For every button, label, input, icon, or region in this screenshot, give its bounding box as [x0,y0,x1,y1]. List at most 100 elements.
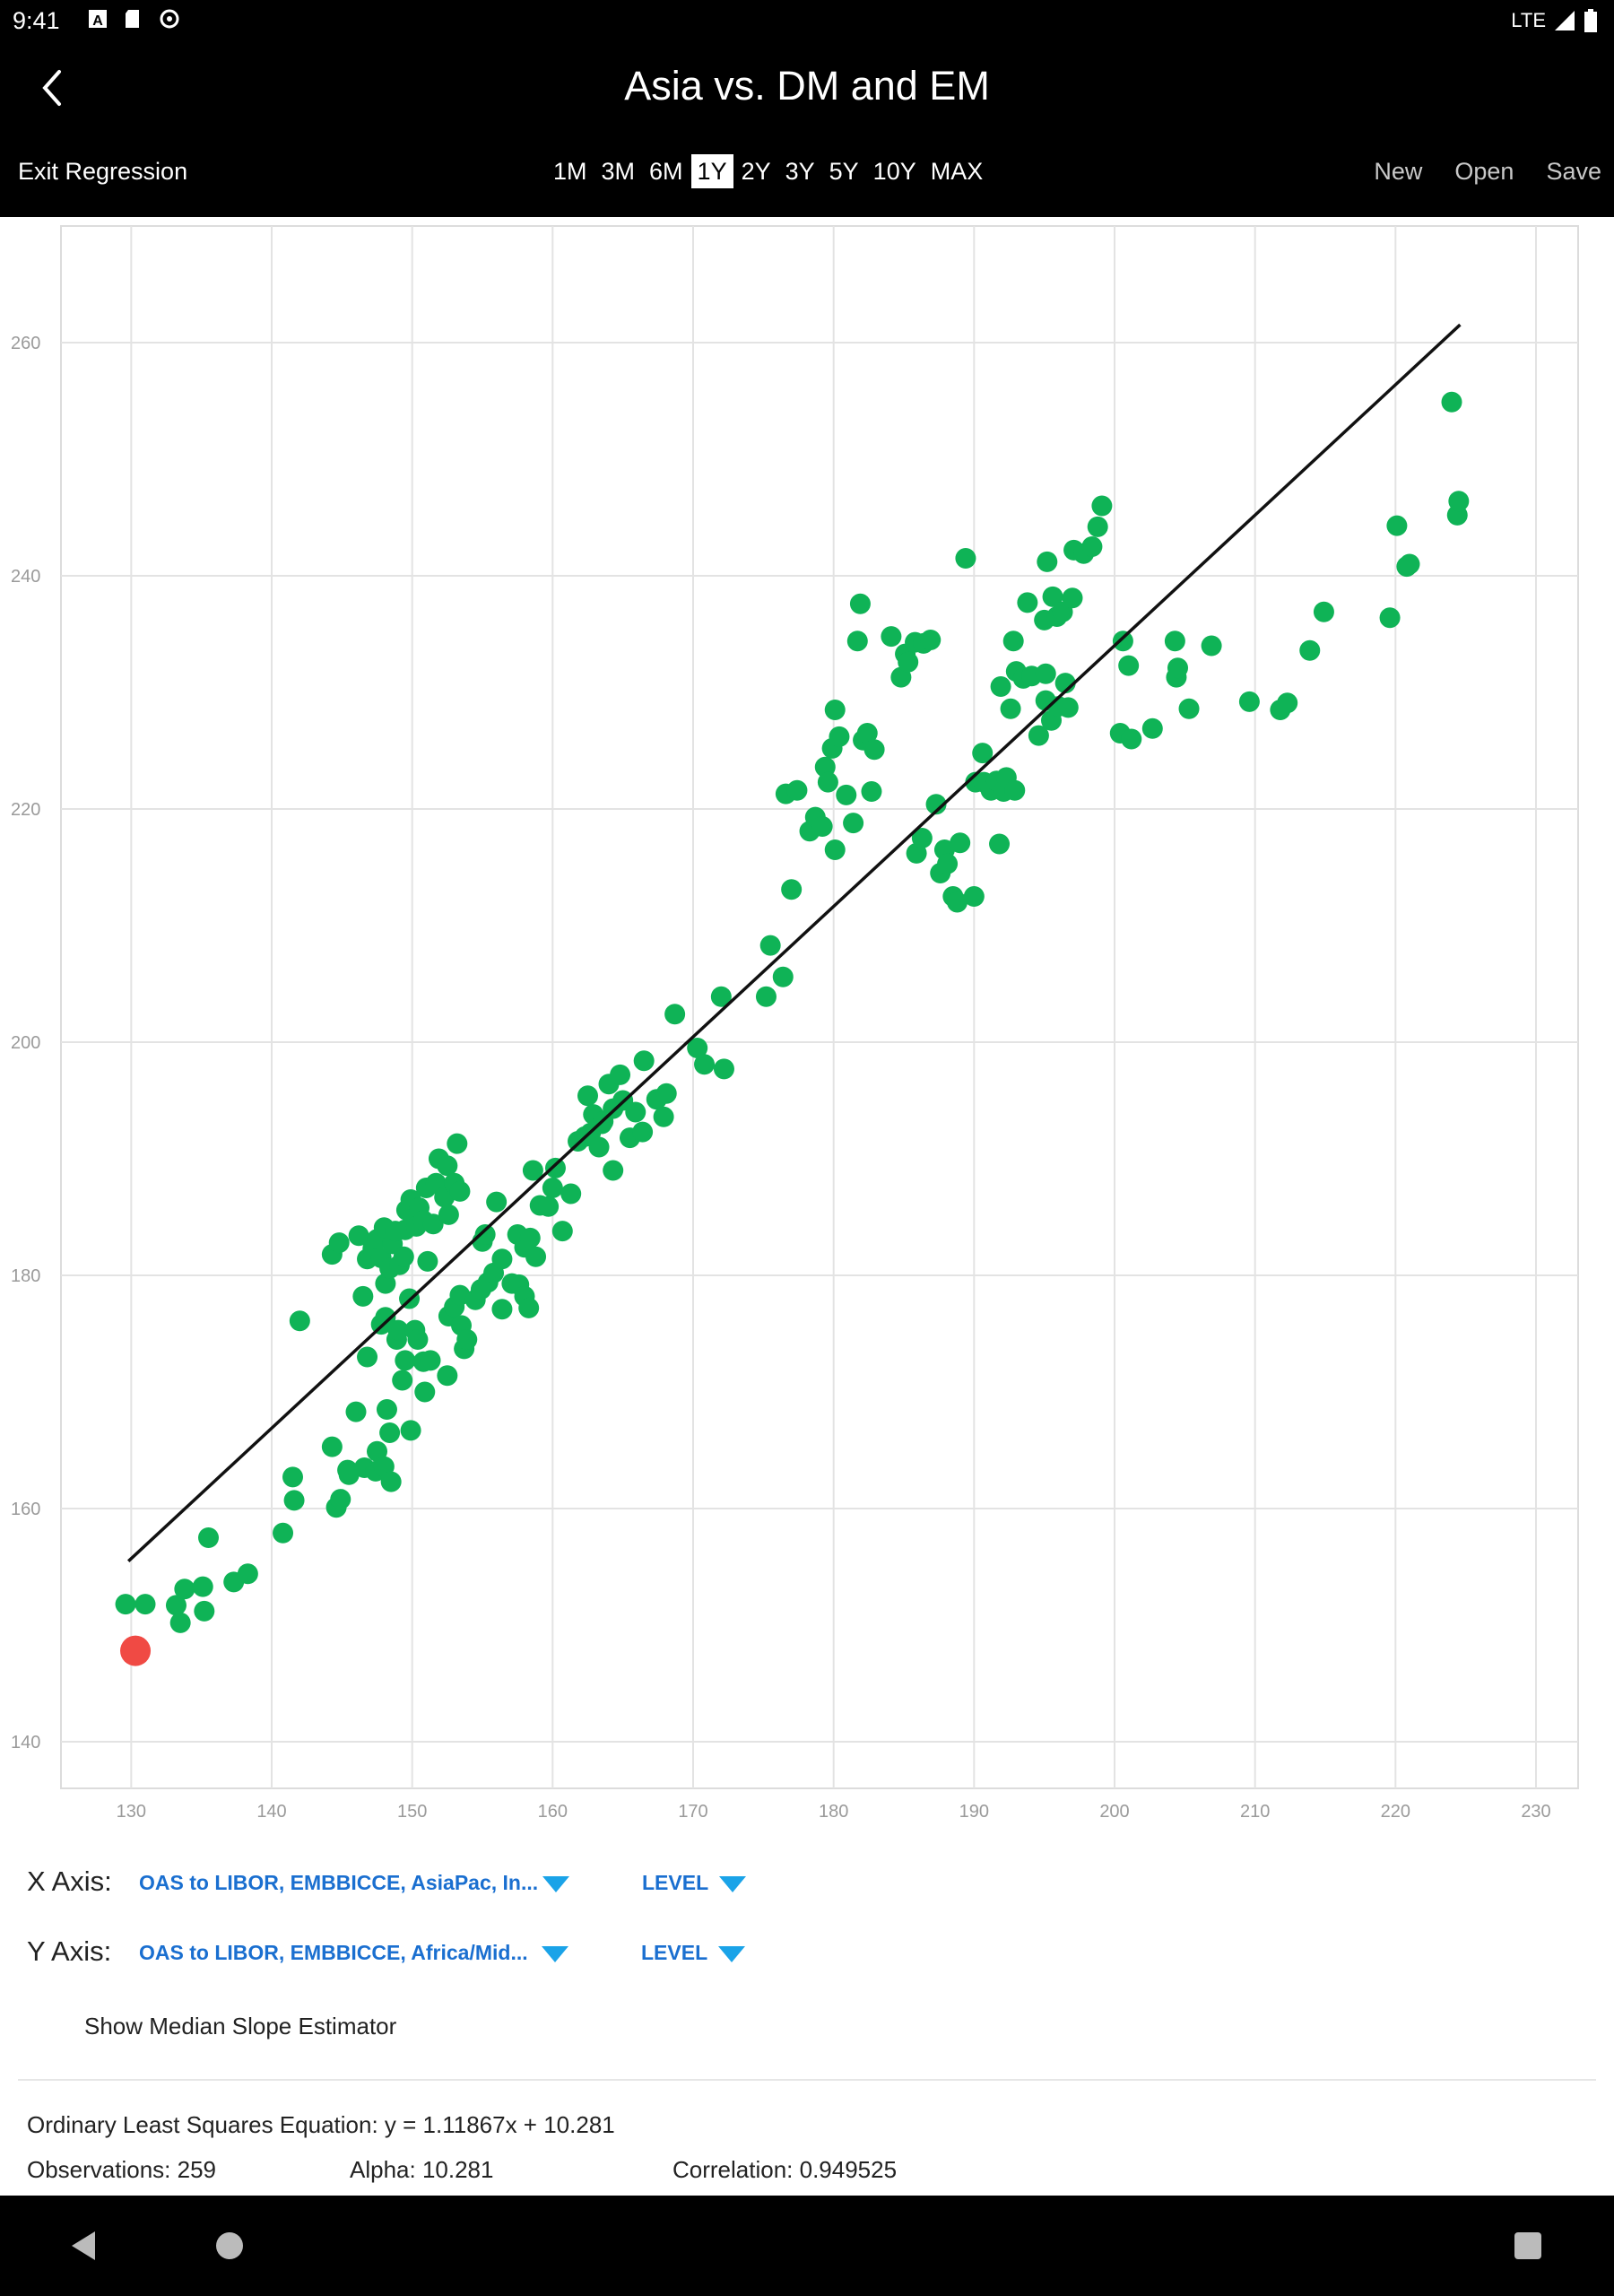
y-tick-label: 180 [11,1266,40,1286]
data-point [518,1297,540,1318]
data-point [379,1422,401,1443]
y-mode-dropdown[interactable]: LEVEL [641,1941,708,1964]
data-point [1277,692,1298,714]
data-point [1081,536,1103,557]
correlation-value: Correlation: 0.949525 [672,2156,898,2183]
data-point [664,1004,686,1025]
data-point [1091,495,1113,517]
range-tab-1y[interactable]: 1Y [690,154,733,188]
data-point [522,1160,543,1181]
data-point [352,1285,374,1307]
y-series-dropdown[interactable]: OAS to LIBOR, EMBBICCE, Africa/Mid... [139,1941,528,1964]
range-tab-max[interactable]: MAX [930,158,984,185]
range-tab-10y[interactable]: 10Y [872,158,916,185]
x-axis-label: X Axis: [27,1866,112,1897]
range-tab-6m[interactable]: 6M [649,158,683,185]
y-tick-label: 240 [11,567,40,587]
status-bar: 9:41 A LTE [0,0,1614,43]
back-arrow-icon[interactable] [27,61,81,115]
range-tab-1m[interactable]: 1M [553,158,587,185]
data-point [1238,691,1260,712]
data-point [846,631,868,652]
x-tick-label: 220 [1381,1802,1410,1822]
data-point [610,1064,631,1085]
y-tick-label: 220 [11,800,40,820]
data-point [1299,639,1321,661]
data-point [1087,516,1108,537]
plot-frame [60,225,1579,1789]
data-point [134,1594,156,1615]
range-tab-5y[interactable]: 5Y [829,158,859,185]
data-point [856,723,878,744]
signal-icon [1555,11,1575,30]
latest-data-point [120,1635,152,1666]
data-point [911,828,933,848]
y-tick-label: 160 [11,1500,40,1519]
svg-text:A: A [92,13,103,29]
open-button[interactable]: Open [1454,158,1514,185]
data-point [357,1346,378,1368]
y-tick-label: 260 [11,334,40,353]
data-point [937,853,959,874]
exit-regression-button[interactable]: Exit Regression [18,158,188,185]
data-point [843,813,864,834]
data-point [321,1436,343,1457]
data-point [1448,491,1470,512]
dropdown-arrow-icon[interactable] [542,1946,568,1962]
nav-recents-icon[interactable] [1514,2231,1542,2260]
save-button[interactable]: Save [1546,158,1601,185]
data-point [925,794,947,815]
data-point [653,1106,674,1127]
data-point [755,986,777,1007]
data-point [414,1381,436,1403]
median-slope-toggle[interactable]: Show Median Slope Estimator [84,2013,397,2039]
x-tick-label: 150 [397,1802,427,1822]
data-point [781,879,803,900]
nav-back-icon[interactable] [68,2230,100,2262]
data-point [920,630,941,650]
data-point [772,966,794,987]
data-point [1379,607,1401,629]
data-point [422,1213,444,1235]
data-point [849,593,871,614]
data-point [1164,631,1185,652]
new-button[interactable]: New [1374,158,1423,185]
data-point [863,739,885,761]
data-point [1399,553,1420,575]
nav-home-icon[interactable] [215,2231,244,2260]
file-actions: New Open Save [1374,158,1601,186]
data-point [710,986,732,1007]
range-tab-3m[interactable]: 3M [601,158,636,185]
data-point [1004,779,1026,801]
data-point [438,1204,459,1225]
x-tick-label: 210 [1240,1802,1270,1822]
data-point [625,1101,646,1123]
data-point [989,833,1011,855]
x-tick-label: 200 [1099,1802,1129,1822]
regression-chart: 130 140 150 160 170 180 190 200 210 220 230 140 160 1… [0,217,1614,1840]
dropdown-arrow-icon[interactable] [718,1946,745,1962]
x-tick-label: 140 [256,1802,286,1822]
x-tick-label: 170 [678,1802,707,1822]
data-point [437,1155,458,1177]
data-point [560,1183,582,1205]
range-tab-3y[interactable]: 3Y [785,158,815,185]
data-point [786,779,808,801]
data-point [376,1399,397,1420]
x-mode-dropdown[interactable]: LEVEL [642,1871,709,1894]
dropdown-arrow-icon[interactable] [542,1876,569,1892]
data-point [655,1083,677,1104]
observations-count: Observations: 259 [27,2156,217,2183]
data-point [1017,592,1038,613]
data-point [400,1420,421,1441]
data-point [633,1050,655,1072]
data-point [824,700,846,720]
x-series-dropdown[interactable]: OAS to LIBOR, EMBBICCE, AsiaPac, In... [139,1871,539,1894]
data-point [1057,697,1079,718]
dropdown-arrow-icon[interactable] [719,1876,746,1892]
divider [18,2079,1596,2081]
page-title: Asia vs. DM and EM [624,63,990,109]
data-point [420,1350,441,1371]
data-point [393,1246,414,1267]
range-tab-2y[interactable]: 2Y [741,158,771,185]
